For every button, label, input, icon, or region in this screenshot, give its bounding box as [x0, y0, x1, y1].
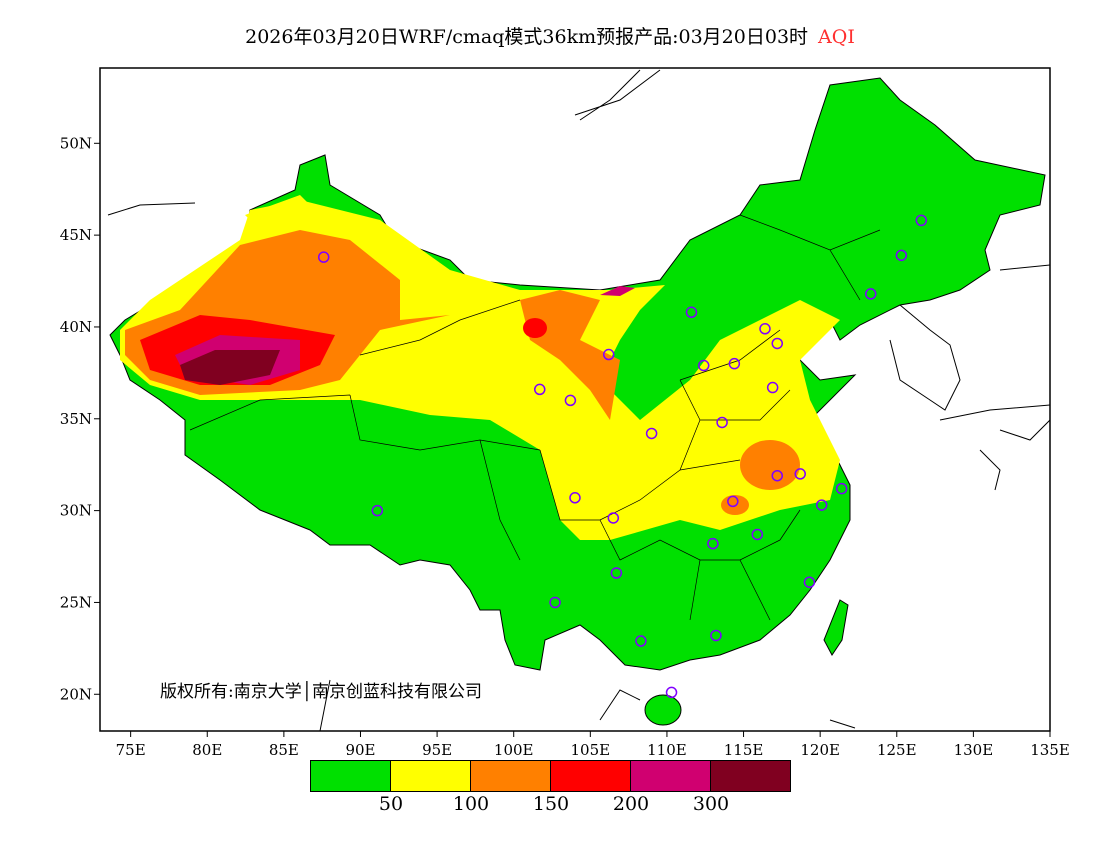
city-marker [645, 427, 658, 440]
city-marker [895, 249, 908, 262]
city-marker [685, 306, 698, 319]
city-marker [707, 537, 719, 550]
city-marker [766, 381, 779, 394]
foreign-coastlines [107, 69, 1050, 731]
taiwan [823, 599, 849, 656]
city-marker [371, 504, 384, 517]
city-marker [569, 492, 581, 504]
lon-tick-label: 100E [494, 741, 534, 759]
city-marker [549, 596, 561, 609]
lat-tick-label: 20N [60, 685, 92, 703]
legend-label: 50 [378, 793, 404, 815]
darkred-zone [180, 350, 280, 385]
lon-tick-label: 95E [422, 741, 452, 759]
yellow-zone-north [245, 195, 320, 230]
lat-tick-label: 45N [60, 226, 92, 244]
legend-swatch [471, 761, 551, 791]
lat-tick-label: 40N [60, 318, 92, 336]
lon-tick-label: 80E [192, 741, 222, 759]
title-variable: AQI [818, 26, 855, 48]
city-marker [534, 383, 546, 396]
map-title: 2026年03月20日WRF/cmaq模式36km预报产品:03月20日03时 A… [0, 22, 1100, 49]
lon-tick-label: 75E [116, 741, 146, 759]
legend-swatch [391, 761, 471, 791]
city-markers [317, 214, 928, 699]
lon-axis: 75E 80E 85E 90E 95E 100E 105E 110E 115E 120E 125E 1… [116, 731, 1070, 759]
city-marker [864, 288, 877, 300]
lat-tick-label: 30N [60, 502, 92, 520]
province-borders [189, 214, 881, 621]
copyright-text: 版权所有:南京大学│南京创蓝科技有限公司 [160, 681, 482, 702]
lon-tick-label: 85E [269, 741, 299, 759]
city-marker [794, 468, 806, 480]
city-marker [771, 469, 784, 482]
city-marker [665, 686, 678, 699]
legend-label: 100 [452, 793, 490, 815]
legend-swatch [711, 761, 790, 791]
orange-zone-east [740, 440, 800, 490]
city-marker [727, 495, 739, 508]
legend-label: 300 [692, 793, 730, 815]
title-main: 2026年03月20日WRF/cmaq模式36km预报产品:03月20日03时 [245, 26, 809, 48]
city-marker [835, 482, 848, 495]
lat-tick-label: 50N [60, 134, 92, 152]
lat-tick-label: 35N [60, 410, 92, 428]
city-marker [610, 567, 623, 579]
legend-swatch [311, 761, 391, 791]
city-marker [751, 528, 764, 541]
legend-swatch [551, 761, 631, 791]
orange-zone-hubei [721, 495, 749, 515]
lon-tick-label: 130E [954, 741, 994, 759]
color-legend [310, 760, 791, 792]
city-marker [602, 348, 615, 361]
city-marker [635, 635, 647, 647]
city-marker [728, 357, 741, 370]
lon-tick-label: 110E [647, 741, 687, 759]
city-marker [710, 629, 722, 642]
city-marker [803, 576, 816, 588]
city-marker [771, 337, 784, 350]
city-marker [564, 394, 577, 407]
lon-tick-label: 115E [724, 741, 764, 759]
lon-tick-label: 135E [1030, 741, 1070, 759]
city-marker [815, 499, 828, 511]
map-frame [99, 67, 1051, 732]
legend-label: 150 [532, 793, 570, 815]
lon-tick-label: 120E [800, 741, 840, 759]
legend-swatch [631, 761, 711, 791]
city-marker [759, 323, 771, 335]
lon-tick-label: 90E [345, 741, 375, 759]
city-marker [915, 214, 928, 227]
hainan [644, 694, 682, 726]
magenta-spot [600, 286, 635, 296]
lat-axis: 50N 45N 40N 35N 30N 25N 20N [60, 134, 100, 703]
city-marker [697, 359, 710, 372]
lon-tick-label: 125E [877, 741, 917, 759]
city-marker [317, 251, 330, 263]
red-zone-gansu [523, 318, 547, 338]
lat-tick-label: 25N [60, 593, 92, 611]
city-marker [716, 416, 728, 429]
lon-tick-label: 105E [571, 741, 611, 759]
city-marker [607, 512, 620, 524]
legend-label: 200 [612, 793, 650, 815]
